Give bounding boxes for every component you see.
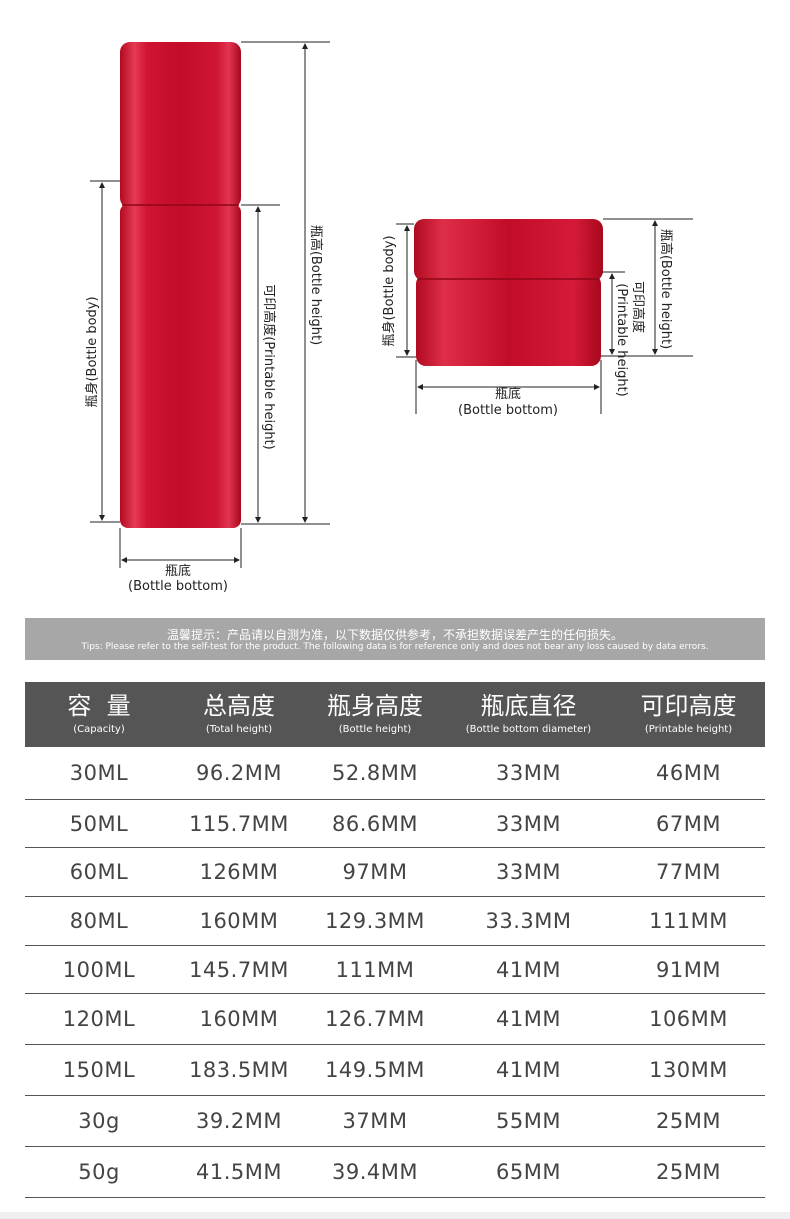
jar-dimension-lines [396, 218, 693, 414]
cell-bottom-diameter: 65MM [496, 1160, 561, 1184]
dimension-diagram: 瓶高(Bottle height) 瓶身(Bottle body) 可印高度(P… [84, 41, 693, 594]
cell-bottle-height: 52.8MM [332, 761, 418, 785]
cell-bottle-height: 39.4MM [332, 1160, 418, 1184]
cell-bottle-height: 111MM [335, 957, 415, 982]
cell-total-height: 41.5MM [196, 1160, 282, 1184]
jar-bottom-en: (Bottle bottom) [458, 403, 558, 418]
bottle-dimension-lines [90, 41, 330, 568]
table-header: 容 量 (Capacity) 总高度 (Total height) 瓶身高度 (… [25, 682, 765, 747]
page-footer-divider [0, 1212, 790, 1219]
cell-printable-height: 25MM [656, 1160, 721, 1184]
cell-bottom-diameter: 41MM [496, 1007, 561, 1031]
header-bottom-diameter: 瓶底直径 (Bottle bottom diameter) [445, 682, 612, 747]
cell-bottom-diameter: 33MM [496, 860, 561, 884]
jar-cap [414, 219, 603, 281]
table-row: 50ML 115.7MM 86.6MM 33MM 67MM [25, 800, 765, 848]
cell-bottle-height: 149.5MM [325, 1058, 425, 1082]
tips-text-cn: 温馨提示：产品请以自测为准，以下数据仅供参考，不承担数据误差产生的任何损失。 [166, 628, 623, 642]
header-printable-height: 可印高度 (Printable height) [612, 682, 765, 747]
cell-capacity: 120ML [62, 1007, 136, 1031]
tips-text-en: Tips: Please refer to the self-test for … [81, 642, 709, 652]
cell-total-height: 160MM [199, 909, 279, 933]
cell-printable-height: 106MM [649, 1007, 728, 1031]
cell-bottle-height: 129.3MM [325, 909, 425, 933]
cell-printable-height: 46MM [656, 761, 721, 785]
jar-printable-en: (Printable height) [614, 283, 629, 396]
bottle-body-label: 瓶身(Bottle body) [84, 296, 100, 407]
cell-printable-height: 111MM [649, 909, 728, 933]
cell-total-height: 96.2MM [196, 761, 282, 785]
cell-capacity: 30g [78, 1109, 120, 1133]
cell-bottle-height: 97MM [342, 860, 408, 884]
cell-total-height: 39.2MM [196, 1109, 282, 1133]
cell-capacity: 50ML [69, 811, 129, 836]
cell-capacity: 50g [78, 1160, 120, 1184]
table-row: 50g 41.5MM 39.4MM 65MM 25MM [25, 1147, 765, 1198]
cell-bottom-diameter: 33MM [496, 811, 561, 836]
jar-printable-cn: 可印高度 [630, 281, 646, 333]
bottle-height-label: 瓶高(Bottle height) [308, 225, 324, 345]
cell-bottom-diameter: 41MM [496, 957, 561, 982]
cell-capacity: 100ML [62, 957, 136, 982]
cell-total-height: 126MM [199, 860, 279, 884]
cell-printable-height: 91MM [656, 957, 721, 982]
header-capacity-en: (Capacity) [73, 724, 125, 735]
jar-body-label: 瓶身(Bottle body) [381, 235, 397, 346]
bottle-cap [120, 42, 241, 208]
cell-printable-height: 67MM [656, 811, 721, 836]
cell-capacity: 80ML [69, 909, 129, 933]
cell-total-height: 115.7MM [189, 811, 289, 836]
cell-bottom-diameter: 41MM [496, 1058, 561, 1082]
jar-product [414, 219, 603, 366]
header-total-height-cn: 总高度 [203, 692, 275, 720]
cell-printable-height: 25MM [656, 1109, 721, 1133]
table-row: 30ML 96.2MM 52.8MM 33MM 46MM [25, 747, 765, 800]
header-bottom-diameter-cn: 瓶底直径 [480, 692, 577, 720]
jar-bottom-cn: 瓶底 [495, 386, 521, 402]
cell-bottle-height: 37MM [342, 1109, 408, 1133]
table-row: 100ML 145.7MM 111MM 41MM 91MM [25, 946, 765, 994]
table-row: 60ML 126MM 97MM 33MM 77MM [25, 848, 765, 897]
table-row: 80ML 160MM 129.3MM 33.3MM 111MM [25, 897, 765, 946]
table-row: 150ML 183.5MM 149.5MM 41MM 130MM [25, 1045, 765, 1096]
cell-capacity: 150ML [62, 1058, 136, 1082]
cell-capacity: 60ML [69, 860, 129, 884]
cell-printable-height: 130MM [649, 1058, 728, 1082]
cell-total-height: 145.7MM [189, 957, 289, 982]
cell-bottom-diameter: 33.3MM [485, 909, 572, 933]
jar-body [416, 274, 601, 366]
header-bottle-height-cn: 瓶身高度 [327, 692, 423, 720]
header-bottle-height: 瓶身高度 (Bottle height) [305, 682, 445, 747]
spec-table: 容 量 (Capacity) 总高度 (Total height) 瓶身高度 (… [25, 682, 765, 1198]
tips-banner: 温馨提示：产品请以自测为准，以下数据仅供参考，不承担数据误差产生的任何损失。 T… [25, 618, 765, 660]
bottle-printable-label: 可印高度(Printable height) [261, 284, 277, 449]
jar-height-label: 瓶高(Bottle height) [658, 229, 674, 349]
cell-total-height: 160MM [199, 1007, 279, 1031]
bottle-bottom-en: (Bottle bottom) [128, 579, 228, 594]
table-row: 30g 39.2MM 37MM 55MM 25MM [25, 1096, 765, 1147]
table-row: 120ML 160MM 126.7MM 41MM 106MM [25, 994, 765, 1045]
cell-bottle-height: 126.7MM [325, 1007, 425, 1031]
header-bottle-height-en: (Bottle height) [338, 724, 412, 735]
header-bottom-diameter-en: (Bottle bottom diameter) [465, 724, 592, 735]
header-capacity: 容 量 (Capacity) [25, 682, 173, 747]
bottle-product [120, 42, 241, 528]
cell-printable-height: 77MM [656, 860, 721, 884]
header-printable-height-cn: 可印高度 [640, 692, 737, 720]
cell-bottom-diameter: 33MM [496, 761, 561, 785]
cell-bottom-diameter: 55MM [496, 1109, 561, 1133]
header-total-height-en: (Total height) [205, 724, 273, 735]
bottle-body [120, 204, 241, 528]
cell-total-height: 183.5MM [189, 1058, 289, 1082]
header-capacity-cn: 容 量 [67, 692, 131, 720]
bottle-bottom-cn: 瓶底 [165, 563, 191, 579]
header-printable-height-en: (Printable height) [644, 724, 733, 735]
header-total-height: 总高度 (Total height) [173, 682, 305, 747]
cell-capacity: 30ML [69, 761, 129, 785]
cell-bottle-height: 86.6MM [332, 811, 418, 836]
